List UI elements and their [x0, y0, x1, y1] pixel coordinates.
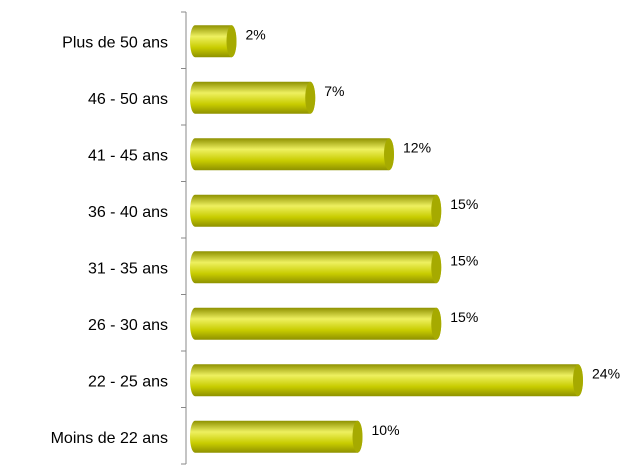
- category-label: 31 - 35 ans: [88, 260, 168, 277]
- bar: [190, 251, 442, 284]
- bar-body: [190, 138, 394, 171]
- bar-end-cap: [352, 420, 363, 453]
- value-label: 15%: [450, 196, 478, 212]
- value-label: 12%: [403, 139, 431, 155]
- bar-body: [190, 420, 363, 453]
- bar-body: [190, 194, 442, 227]
- value-label: 24%: [592, 365, 620, 381]
- value-label: 15%: [450, 309, 478, 325]
- bar: [190, 194, 442, 227]
- bar-end-cap: [384, 138, 394, 171]
- bar: [190, 420, 363, 453]
- bar-body: [190, 364, 583, 397]
- bar-end-cap: [573, 364, 583, 397]
- labels: Plus de 50 ans 2% 46 - 50 ans 7% 41 - 45 ans…: [51, 26, 620, 447]
- value-label: 15%: [450, 252, 478, 268]
- category-label: 22 - 25 ans: [88, 373, 168, 390]
- category-label: Moins de 22 ans: [51, 430, 168, 447]
- category-label: 26 - 30 ans: [88, 317, 168, 334]
- value-label: 7%: [324, 83, 344, 99]
- bars: [190, 25, 583, 453]
- category-label: 46 - 50 ans: [88, 91, 168, 108]
- value-label: 10%: [372, 422, 400, 438]
- category-label: 41 - 45 ans: [88, 147, 168, 164]
- bar-body: [190, 307, 442, 340]
- bar-body: [190, 25, 237, 58]
- bar-end-cap: [431, 251, 442, 284]
- category-label: 36 - 40 ans: [88, 204, 168, 221]
- y-axis: [181, 11, 187, 465]
- bar: [190, 138, 394, 171]
- bar-end-cap: [305, 81, 316, 114]
- bar: [190, 25, 237, 58]
- bar: [190, 307, 442, 340]
- bar-end-cap: [226, 25, 237, 58]
- bar: [190, 364, 583, 397]
- bar-body: [190, 81, 316, 114]
- bar-end-cap: [431, 307, 442, 340]
- bar-body: [190, 251, 442, 284]
- bar: [190, 81, 316, 114]
- category-label: Plus de 50 ans: [62, 34, 168, 51]
- value-label: 2%: [246, 26, 266, 42]
- bar-end-cap: [431, 194, 442, 227]
